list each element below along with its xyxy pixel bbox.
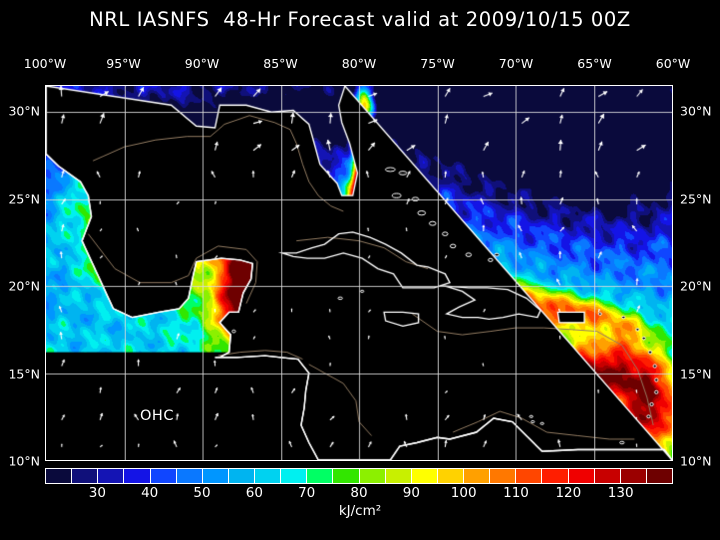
lat-tick-label: 15°N xyxy=(680,366,712,382)
colorbar-tick-label: 60 xyxy=(245,485,263,501)
colorbar-band xyxy=(307,469,334,483)
latitude-axis-left: 30°N 25°N 20°N 15°N 10°N xyxy=(0,85,42,469)
colorbar-band xyxy=(359,469,386,483)
colorbar-tick-label: 50 xyxy=(193,485,211,501)
colorbar-tick-label: 90 xyxy=(402,485,420,501)
colorbar-band xyxy=(568,469,595,483)
colorbar-band xyxy=(150,469,177,483)
colorbar-band xyxy=(411,469,438,483)
colorbar-band xyxy=(255,469,282,483)
lon-tick-label: 75°W xyxy=(420,56,455,71)
lon-tick-label: 60°W xyxy=(655,56,691,71)
lat-tick-label: 30°N xyxy=(680,103,712,119)
colorbar-band xyxy=(228,469,255,483)
colorbar-band xyxy=(281,469,308,483)
lat-tick-label: 30°N xyxy=(8,103,40,119)
colorbar-band xyxy=(333,469,360,483)
colorbar-band xyxy=(516,469,543,483)
lat-tick-label: 20°N xyxy=(680,278,712,294)
colorbar-band xyxy=(46,469,73,483)
colorbar-tick-label: 120 xyxy=(555,485,582,501)
colorbar-band xyxy=(72,469,99,483)
colorbar-tick-label: 40 xyxy=(141,485,159,501)
colorbar[interactable] xyxy=(45,468,673,484)
colorbar-band xyxy=(124,469,151,483)
page-title: NRL IASNFS 48-Hr Forecast valid at 2009/… xyxy=(89,8,631,31)
colorbar-band xyxy=(202,469,229,483)
colorbar-tick-label: 70 xyxy=(298,485,316,501)
lat-tick-label: 10°N xyxy=(8,453,40,469)
colorbar-band xyxy=(98,469,125,483)
map-panel[interactable] xyxy=(45,85,673,461)
lon-tick-label: 90°W xyxy=(184,56,220,71)
colorbar-band xyxy=(437,469,464,483)
lon-tick-label: 70°W xyxy=(498,56,534,71)
field-label: OHC xyxy=(140,408,174,424)
colorbar-band xyxy=(385,469,412,483)
colorbar-band xyxy=(542,469,569,483)
lat-tick-label: 20°N xyxy=(8,278,40,294)
colorbar-unit-label: kJ/cm² xyxy=(338,503,382,519)
lat-tick-label: 25°N xyxy=(680,191,712,207)
colorbar-band xyxy=(176,469,203,483)
colorbar-tick-label: 30 xyxy=(88,485,106,501)
lon-tick-label: 95°W xyxy=(106,56,141,71)
lon-tick-label: 100°W xyxy=(23,56,67,71)
colorbar-band xyxy=(646,469,672,483)
colorbar-band xyxy=(594,469,621,483)
colorbar-ticks: 30 40 50 60 70 80 90 100 110 120 130 xyxy=(45,485,673,503)
longitude-axis: 100°W 95°W 90°W 85°W 80°W 75°W 70°W 65°W 60°W xyxy=(24,56,690,72)
latitude-axis-right: 30°N 25°N 20°N 15°N 10°N xyxy=(678,85,720,469)
lat-tick-label: 10°N xyxy=(680,453,712,469)
lon-tick-label: 80°W xyxy=(341,56,377,71)
colorbar-tick-label: 80 xyxy=(350,485,368,501)
colorbar-band xyxy=(464,469,491,483)
colorbar-tick-label: 110 xyxy=(503,485,529,501)
colorbar-band xyxy=(490,469,517,483)
colorbar-tick-label: 100 xyxy=(450,485,477,501)
lat-tick-label: 25°N xyxy=(8,191,40,207)
lon-tick-label: 85°W xyxy=(263,56,298,71)
lat-tick-label: 15°N xyxy=(8,366,40,382)
ohc-heatmap-canvas[interactable] xyxy=(46,86,672,460)
lon-tick-label: 65°W xyxy=(577,56,612,71)
colorbar-band xyxy=(620,469,647,483)
colorbar-tick-label: 130 xyxy=(607,485,634,501)
